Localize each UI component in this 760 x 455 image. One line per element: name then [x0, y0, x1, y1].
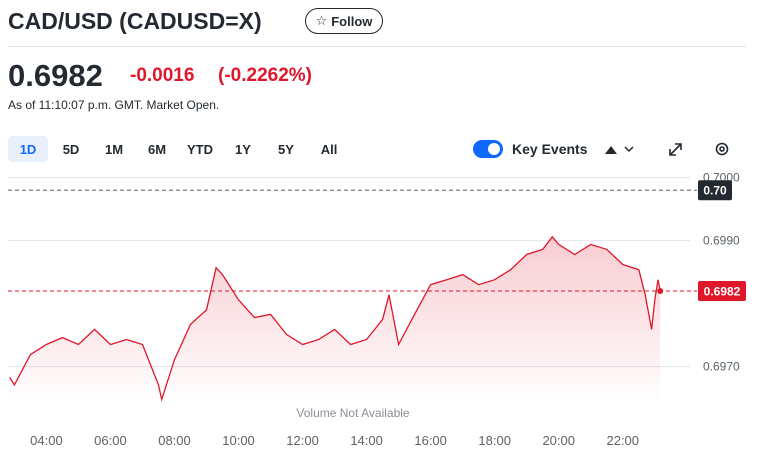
price-line: [9, 235, 661, 402]
previous-close-badge: [698, 180, 732, 201]
range-button[interactable]: 1Y: [235, 141, 251, 157]
x-tick-label: 18:00: [478, 433, 511, 448]
chart-type-button[interactable]: [605, 146, 634, 154]
range-button[interactable]: 5Y: [278, 141, 294, 157]
y-tick-label: 0.6990: [703, 234, 740, 248]
x-tick-label: 22:00: [606, 433, 639, 448]
key-events-toggle[interactable]: [473, 140, 503, 158]
x-tick-label: 14:00: [350, 433, 383, 448]
x-tick-label: 12:00: [286, 433, 319, 448]
range-button[interactable]: All: [320, 141, 338, 157]
follow-label: Follow: [331, 13, 373, 29]
range-button[interactable]: 1M: [104, 141, 124, 157]
y-tick-label: 0.6970: [703, 360, 740, 374]
current-price-label: 0.6982: [704, 285, 741, 299]
current-price-badge: [698, 281, 746, 301]
price-change: -0.0016: [130, 65, 195, 86]
x-tick-label: 20:00: [542, 433, 575, 448]
key-events-label: Key Events: [512, 141, 588, 157]
star-icon: ☆: [315, 13, 328, 28]
area: [9, 236, 661, 405]
range-button[interactable]: 5D: [62, 141, 80, 157]
x-tick-label: 04:00: [30, 433, 63, 448]
fullscreen-button[interactable]: [669, 143, 682, 156]
settings-button[interactable]: [715, 142, 729, 156]
previous-close-label: 0.70: [703, 184, 727, 198]
timestamp: As of 11:10:07 p.m. GMT. Market Open.: [8, 98, 220, 112]
price-change-percent: (-0.2262%): [218, 65, 312, 86]
x-tick-label: 06:00: [94, 433, 127, 448]
separator: [8, 46, 746, 47]
range-selector: 1D 5D 1M 6M YTD 1Y 5Y All: [8, 136, 352, 162]
price: 0.6982: [8, 58, 103, 93]
volume-note: Volume Not Available: [296, 406, 410, 420]
follow-button[interactable]: ☆ Follow: [305, 8, 383, 34]
x-tick-label: 10:00: [222, 433, 255, 448]
title: CAD/USD (CADUSD=X): [8, 8, 262, 34]
range-button[interactable]: 1D: [8, 136, 48, 162]
range-button[interactable]: 6M: [147, 141, 167, 157]
range-button[interactable]: YTD: [187, 141, 213, 157]
x-tick-label: 16:00: [414, 433, 447, 448]
x-tick-label: 08:00: [158, 433, 191, 448]
